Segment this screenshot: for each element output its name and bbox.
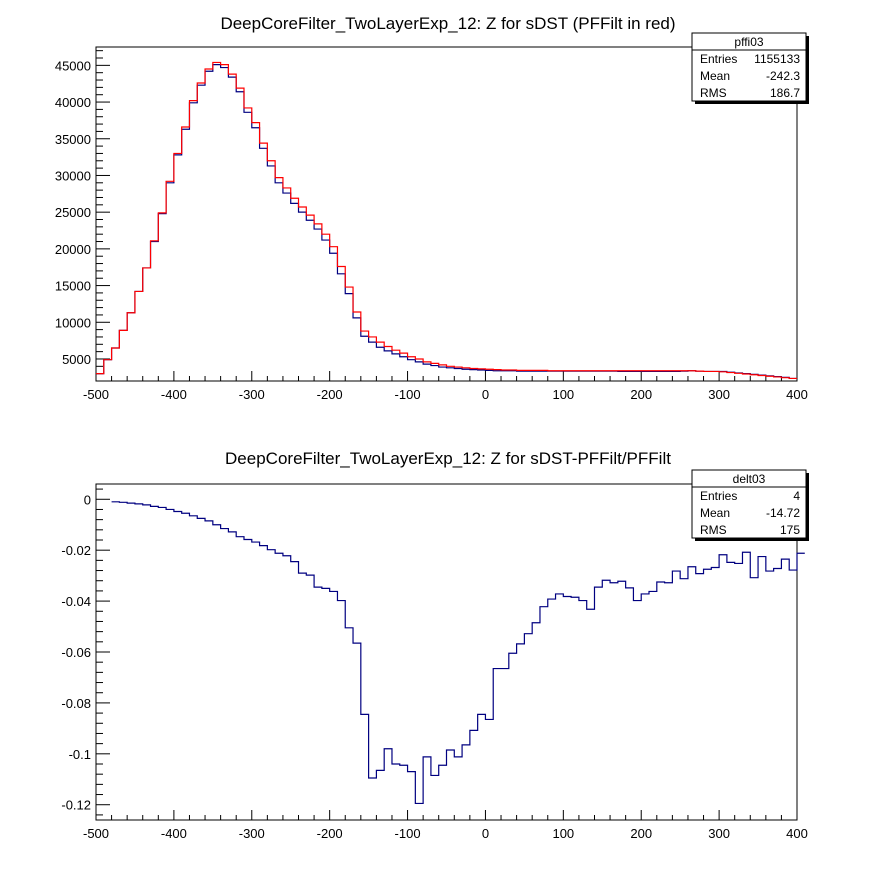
stats-row-label: Entries xyxy=(700,489,737,503)
bottom-plot-area: -500 -400 -300 -200 -100 0 100 200 300 400 0 -0.02 -… xyxy=(61,483,808,841)
x-tick-label: 100 xyxy=(552,826,574,841)
y-tick-label: -0.1 xyxy=(69,747,91,762)
stats-row-label: Mean xyxy=(700,69,730,83)
stats-row-value: 186.7 xyxy=(770,86,800,100)
y-tick-label: 40000 xyxy=(55,95,91,110)
y-tick-label: -0.12 xyxy=(61,798,91,813)
top-plot-area: -500 -400 -300 -200 -100 0 100 200 300 400 5000 100… xyxy=(55,46,808,402)
stats-row-label: Entries xyxy=(700,52,737,66)
top-chart-title: DeepCoreFilter_TwoLayerExp_12: Z for sDS… xyxy=(220,14,675,33)
x-tick-label: 300 xyxy=(708,387,730,402)
bottom-chart-title: DeepCoreFilter_TwoLayerExp_12: Z for sDS… xyxy=(225,449,671,468)
y-tick-label: 0 xyxy=(84,492,91,507)
y-tick-label: 15000 xyxy=(55,279,91,294)
x-tick-label: -400 xyxy=(161,826,187,841)
stats-row-value: -14.72 xyxy=(766,506,800,520)
x-tick-label: -100 xyxy=(395,387,421,402)
x-tick-label: -500 xyxy=(83,387,109,402)
histogram-series-0 xyxy=(96,64,797,380)
y-tick-label: 25000 xyxy=(55,205,91,220)
stats-row-value: 175 xyxy=(780,523,800,537)
x-tick-label: 400 xyxy=(786,826,808,841)
x-tick-label: -500 xyxy=(83,826,109,841)
stats-box-shadow xyxy=(695,101,809,104)
stats-row-value: 4 xyxy=(793,489,800,503)
x-tick-label: -400 xyxy=(161,387,187,402)
stats-row-label: RMS xyxy=(700,523,727,537)
y-tick-label: -0.08 xyxy=(61,696,91,711)
stats-row-value: -242.3 xyxy=(766,69,800,83)
plot-frame xyxy=(95,46,798,382)
x-tick-label: 400 xyxy=(786,387,808,402)
x-tick-label: -300 xyxy=(239,387,265,402)
stats-row-label: Mean xyxy=(700,506,730,520)
stats-box-shadow xyxy=(806,473,809,541)
stats-box-name: pffi03 xyxy=(734,35,763,49)
y-tick-label: 5000 xyxy=(62,352,91,367)
y-tick-label: -0.04 xyxy=(61,594,91,609)
bottom-histogram-panel: DeepCoreFilter_TwoLayerExp_12: Z for sDS… xyxy=(61,449,809,841)
bottom-stats-box: delt03 Entries 4 Mean -14.72 RMS 175 xyxy=(691,469,809,541)
y-tick-label: 10000 xyxy=(55,315,91,330)
histogram-series-0 xyxy=(111,501,805,805)
x-tick-label: 0 xyxy=(482,387,489,402)
x-tick-label: -200 xyxy=(317,387,343,402)
y-tick-label: 20000 xyxy=(55,242,91,257)
stats-box-name: delt03 xyxy=(733,472,766,486)
x-tick-label: -200 xyxy=(317,826,343,841)
top-histogram-panel: DeepCoreFilter_TwoLayerExp_12: Z for sDS… xyxy=(55,14,809,402)
histogram-series-1 xyxy=(96,61,797,380)
x-tick-label: 100 xyxy=(552,387,574,402)
x-tick-label: -300 xyxy=(239,826,265,841)
stats-row-value: 1155133 xyxy=(754,52,800,66)
y-tick-label: 35000 xyxy=(55,132,91,147)
x-tick-label: 300 xyxy=(708,826,730,841)
stats-row-label: RMS xyxy=(700,86,727,100)
x-tick-label: 200 xyxy=(630,826,652,841)
top-stats-box: pffi03 Entries 1155133 Mean -242.3 RMS 186.7 xyxy=(691,32,809,104)
stats-box-shadow xyxy=(695,538,809,541)
y-tick-label: -0.02 xyxy=(61,543,91,558)
y-tick-label: 45000 xyxy=(55,58,91,73)
x-tick-label: 200 xyxy=(630,387,652,402)
x-tick-label: 0 xyxy=(482,826,489,841)
x-tick-label: -100 xyxy=(395,826,421,841)
stats-box-shadow xyxy=(806,36,809,104)
y-tick-label: 30000 xyxy=(55,168,91,183)
y-tick-label: -0.06 xyxy=(61,645,91,660)
